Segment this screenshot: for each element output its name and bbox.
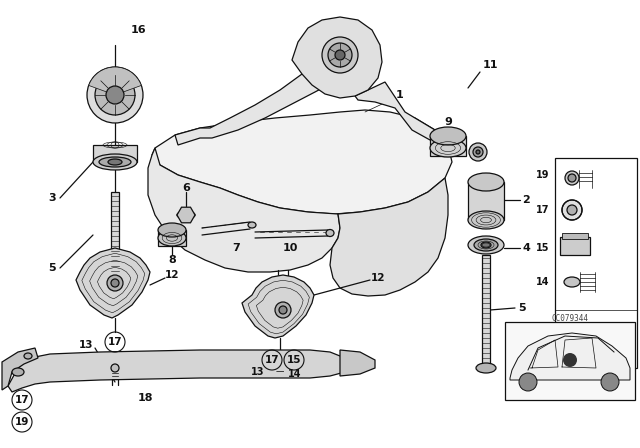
Ellipse shape — [567, 205, 577, 215]
Text: 4: 4 — [522, 243, 530, 253]
Bar — [430, 136, 466, 156]
Text: 17: 17 — [265, 355, 279, 365]
Ellipse shape — [111, 279, 119, 287]
Ellipse shape — [562, 200, 582, 220]
Ellipse shape — [476, 150, 480, 154]
Ellipse shape — [24, 353, 32, 359]
Ellipse shape — [279, 306, 287, 314]
Text: 10: 10 — [282, 243, 298, 253]
Ellipse shape — [328, 43, 352, 67]
Text: 16: 16 — [130, 25, 146, 35]
Ellipse shape — [106, 86, 124, 104]
Text: 9: 9 — [444, 117, 452, 127]
Ellipse shape — [469, 143, 487, 161]
Ellipse shape — [111, 364, 119, 372]
Text: 12: 12 — [371, 273, 385, 283]
Polygon shape — [510, 333, 630, 380]
Text: 17: 17 — [108, 337, 122, 347]
Ellipse shape — [564, 277, 580, 287]
Text: 17: 17 — [15, 395, 29, 405]
Text: 15: 15 — [536, 243, 550, 253]
Text: 18: 18 — [137, 393, 153, 403]
Ellipse shape — [322, 37, 358, 73]
Wedge shape — [89, 67, 141, 95]
Text: 13: 13 — [79, 340, 93, 350]
Ellipse shape — [568, 174, 576, 182]
Ellipse shape — [468, 173, 504, 191]
Bar — [505, 322, 635, 400]
Text: 15: 15 — [287, 355, 301, 365]
Polygon shape — [242, 275, 314, 338]
Polygon shape — [330, 178, 448, 296]
Ellipse shape — [468, 236, 504, 254]
Polygon shape — [2, 348, 38, 390]
Ellipse shape — [12, 368, 24, 376]
Polygon shape — [355, 82, 435, 140]
Bar — [560, 237, 590, 255]
Ellipse shape — [108, 159, 122, 165]
Ellipse shape — [248, 222, 256, 228]
Bar — [468, 182, 504, 220]
Polygon shape — [152, 110, 452, 214]
Text: 14: 14 — [288, 369, 301, 379]
Polygon shape — [340, 350, 375, 376]
Ellipse shape — [565, 171, 579, 185]
Text: 6: 6 — [182, 183, 190, 193]
Polygon shape — [175, 74, 330, 145]
Ellipse shape — [99, 157, 131, 167]
Circle shape — [563, 353, 577, 367]
Ellipse shape — [95, 75, 135, 115]
Polygon shape — [148, 148, 340, 272]
Bar — [482, 255, 490, 365]
Ellipse shape — [468, 211, 504, 229]
Text: —: — — [276, 367, 284, 376]
Ellipse shape — [326, 229, 334, 237]
Bar — [555, 158, 637, 368]
Text: 17: 17 — [536, 205, 550, 215]
Text: 19: 19 — [536, 170, 550, 180]
Bar — [93, 145, 137, 162]
Text: 14: 14 — [536, 277, 550, 287]
Ellipse shape — [158, 223, 186, 237]
Text: 19: 19 — [15, 417, 29, 427]
Text: 2: 2 — [522, 195, 530, 205]
Ellipse shape — [481, 242, 491, 248]
Text: 13: 13 — [252, 367, 265, 377]
Bar — [562, 233, 588, 239]
Text: 12: 12 — [164, 270, 179, 280]
Text: 11: 11 — [483, 60, 498, 70]
Ellipse shape — [87, 67, 143, 123]
Ellipse shape — [474, 239, 498, 251]
Circle shape — [601, 373, 619, 391]
Ellipse shape — [335, 50, 345, 60]
Ellipse shape — [430, 127, 466, 145]
Text: 5: 5 — [48, 263, 56, 273]
Ellipse shape — [107, 275, 123, 291]
Text: 1: 1 — [396, 90, 404, 100]
Polygon shape — [76, 248, 150, 318]
Ellipse shape — [473, 147, 483, 157]
Text: 5: 5 — [518, 303, 526, 313]
Ellipse shape — [93, 154, 137, 170]
Bar — [158, 230, 186, 246]
Ellipse shape — [430, 139, 466, 157]
Text: 7: 7 — [232, 243, 240, 253]
Text: 3: 3 — [48, 193, 56, 203]
Ellipse shape — [476, 363, 496, 373]
Ellipse shape — [275, 302, 291, 318]
Text: CC079344: CC079344 — [552, 314, 589, 323]
Bar — [111, 192, 119, 272]
Ellipse shape — [158, 230, 186, 246]
Ellipse shape — [177, 211, 195, 219]
Polygon shape — [8, 350, 350, 392]
Text: 8: 8 — [168, 255, 176, 265]
Circle shape — [519, 373, 537, 391]
Polygon shape — [292, 17, 382, 98]
